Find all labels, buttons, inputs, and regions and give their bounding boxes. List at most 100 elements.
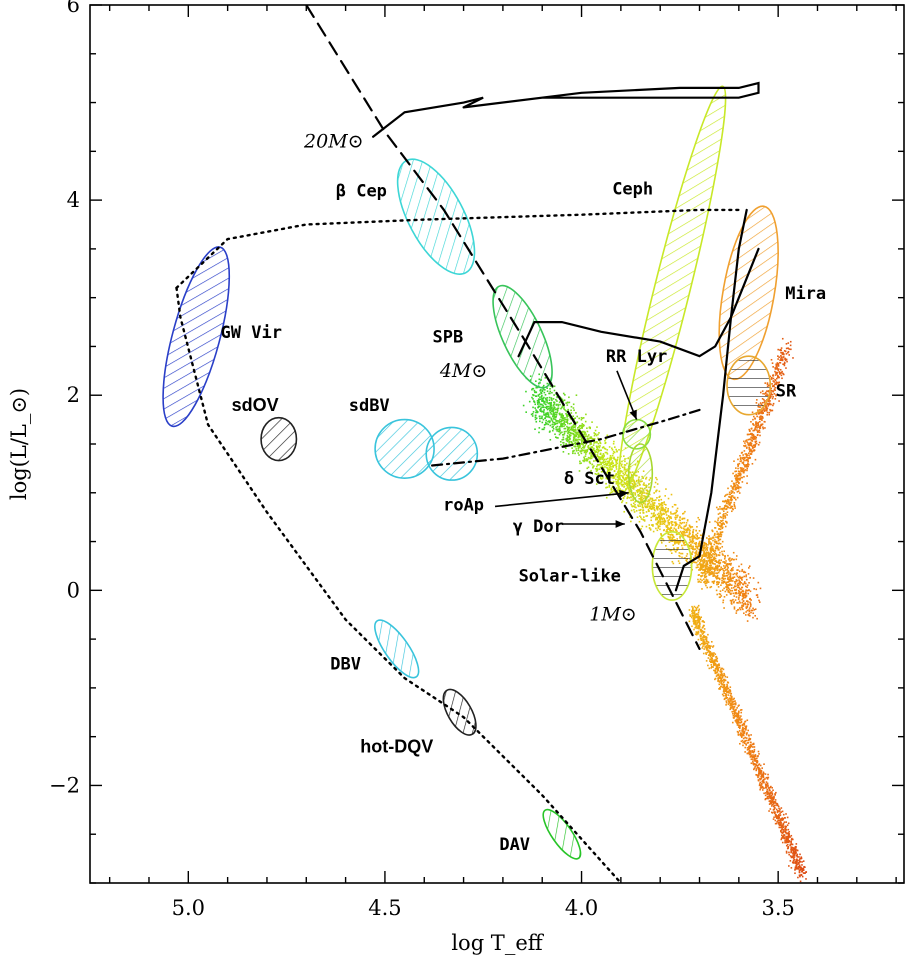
scatter-point: [548, 420, 550, 422]
scatter-point: [631, 505, 634, 508]
scatter-point: [577, 434, 580, 437]
scatter-point: [750, 604, 752, 606]
scatter-point: [762, 412, 764, 415]
scatter-point: [541, 389, 544, 392]
scatter-point: [692, 528, 695, 531]
scatter-point: [771, 796, 774, 799]
scatter-point: [561, 398, 564, 401]
scatter-point: [554, 423, 556, 426]
scatter-point: [761, 419, 763, 422]
scatter-point: [710, 664, 713, 666]
scatter-point: [593, 438, 596, 440]
scatter-point: [648, 493, 651, 496]
scatter-point: [785, 821, 788, 823]
scatter-point: [718, 677, 721, 679]
scatter-point: [729, 560, 731, 562]
scatter-point: [730, 499, 733, 502]
scatter-point: [733, 606, 736, 608]
scatter-point: [737, 716, 739, 719]
scatter-point: [802, 860, 805, 862]
scatter-point: [736, 715, 739, 717]
scatter-point: [748, 749, 751, 752]
scatter-point: [552, 414, 554, 416]
scatter-point: [585, 453, 587, 455]
scatter-point: [580, 437, 583, 440]
scatter-point: [730, 702, 732, 705]
scatter-point: [682, 527, 685, 530]
scatter-point: [560, 397, 563, 400]
scatter-point: [689, 526, 692, 529]
scatter-point: [780, 831, 783, 834]
scatter-point: [544, 423, 547, 426]
scatter-point: [598, 460, 601, 463]
scatter-point: [708, 521, 711, 523]
scatter-point: [595, 470, 598, 472]
scatter-point: [750, 436, 753, 439]
scatter-point: [653, 508, 656, 511]
scatter-point: [731, 697, 733, 699]
scatter-point: [703, 648, 706, 650]
scatter-point: [749, 746, 751, 749]
scatter-point: [703, 569, 705, 571]
scatter-point: [781, 377, 783, 380]
scatter-point: [772, 798, 775, 801]
scatter-point: [544, 397, 547, 400]
scatter-point: [762, 427, 765, 430]
scatter-point: [564, 427, 567, 430]
scatter-point: [541, 406, 543, 409]
scatter-point: [705, 652, 707, 654]
scatter-point: [677, 526, 680, 528]
scatter-point: [748, 454, 750, 457]
scatter-point: [723, 561, 726, 563]
scatter-point: [718, 569, 721, 571]
scatter-point: [747, 601, 749, 603]
scatter-point: [695, 615, 698, 618]
scatter-point: [801, 869, 804, 872]
scatter-point: [572, 425, 574, 428]
scatter-point: [594, 453, 596, 456]
scatter-point: [705, 638, 708, 641]
scatter-point: [702, 555, 705, 557]
scatter-point: [773, 393, 776, 395]
scatter-point: [722, 694, 725, 697]
scatter-point: [758, 783, 761, 785]
scatter-point: [743, 444, 745, 447]
scatter-point: [718, 554, 721, 557]
scatter-point: [538, 405, 541, 408]
scatter-point: [797, 865, 800, 868]
scatter-point: [772, 366, 774, 368]
scatter-point: [696, 564, 699, 566]
scatter-point: [692, 619, 695, 621]
scatter-point: [559, 440, 562, 443]
scatter-point: [733, 558, 735, 561]
scatter-point: [740, 588, 742, 591]
scatter-point: [732, 508, 734, 511]
scatter-point: [718, 508, 720, 510]
scatter-point: [697, 631, 700, 634]
scatter-point: [728, 558, 730, 561]
scatter-point: [735, 585, 737, 588]
scatter-point: [655, 527, 657, 530]
scatter-point: [732, 705, 734, 708]
scatter-point: [742, 592, 744, 595]
scatter-point: [729, 698, 732, 701]
scatter-point: [628, 489, 631, 492]
scatter-point: [731, 505, 734, 508]
scatter-point: [537, 403, 539, 406]
scatter-point: [727, 576, 729, 579]
scatter-point: [707, 654, 710, 657]
scatter-point: [537, 400, 540, 403]
scatter-point: [739, 458, 742, 461]
scatter-point: [732, 698, 735, 701]
scatter-point: [615, 465, 618, 468]
scatter-point: [769, 395, 771, 398]
scatter-point: [754, 441, 757, 444]
scatter-point: [679, 530, 682, 533]
scatter-point: [546, 387, 548, 389]
scatter-point: [733, 585, 736, 588]
scatter-point: [655, 517, 657, 520]
scatter-point: [559, 425, 562, 428]
scatter-point: [723, 596, 726, 598]
scatter-point: [659, 516, 662, 518]
scatter-point: [716, 522, 719, 525]
